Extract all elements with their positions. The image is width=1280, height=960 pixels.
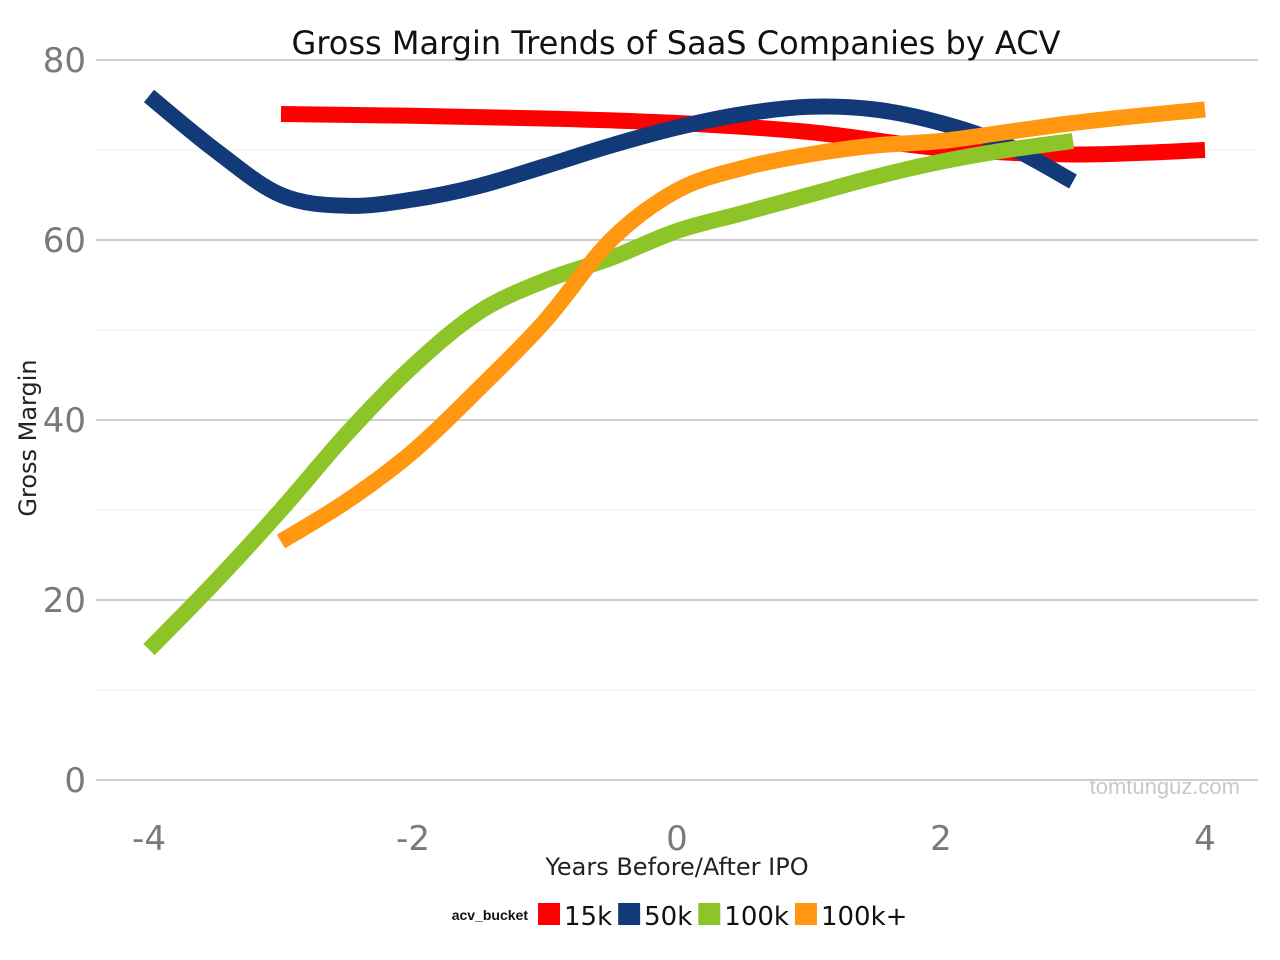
x-axis-title: Years Before/After IPO: [544, 853, 808, 881]
x-tick-label: 4: [1194, 819, 1216, 859]
y-tick-label: 80: [43, 41, 86, 81]
x-tick-label: 2: [930, 819, 952, 859]
legend-label-15k: 15k: [564, 902, 612, 932]
y-axis-title: Gross Margin: [14, 359, 42, 516]
y-tick-label: 20: [43, 581, 86, 621]
legend: acv_bucket 15k 50k 100k 100k+: [452, 902, 908, 932]
y-axis-ticks: 0 20 40 60 80: [43, 41, 86, 801]
legend-swatch-100k: [698, 903, 721, 925]
series-layer: [143, 89, 1206, 656]
legend-label-100k-plus: 100k+: [821, 902, 907, 932]
y-tick-label: 40: [43, 401, 86, 441]
watermark: tomtunguz.com: [1090, 774, 1240, 799]
y-tick-label: 0: [64, 761, 86, 801]
legend-label-100k: 100k: [724, 902, 789, 932]
series-line-100k: [143, 133, 1075, 656]
legend-swatch-15k: [538, 903, 560, 925]
grid-layer: [96, 59, 1258, 781]
series-line-15k: [280, 106, 1206, 163]
x-tick-label: -2: [396, 819, 430, 859]
legend-title: acv_bucket: [452, 907, 529, 923]
legend-label-50k: 50k: [644, 902, 692, 932]
x-axis-ticks: -4 -2 0 2 4: [132, 819, 1216, 859]
x-tick-label: -4: [132, 819, 166, 859]
legend-swatch-100k-plus: [794, 903, 817, 925]
y-tick-label: 60: [43, 221, 86, 261]
series-line-100k-plus: [276, 101, 1206, 549]
legend-swatch-50k: [618, 903, 641, 925]
series-line-50k: [143, 89, 1077, 214]
x-tick-label: 0: [666, 819, 688, 859]
chart-title: Gross Margin Trends of SaaS Companies by…: [292, 24, 1061, 62]
